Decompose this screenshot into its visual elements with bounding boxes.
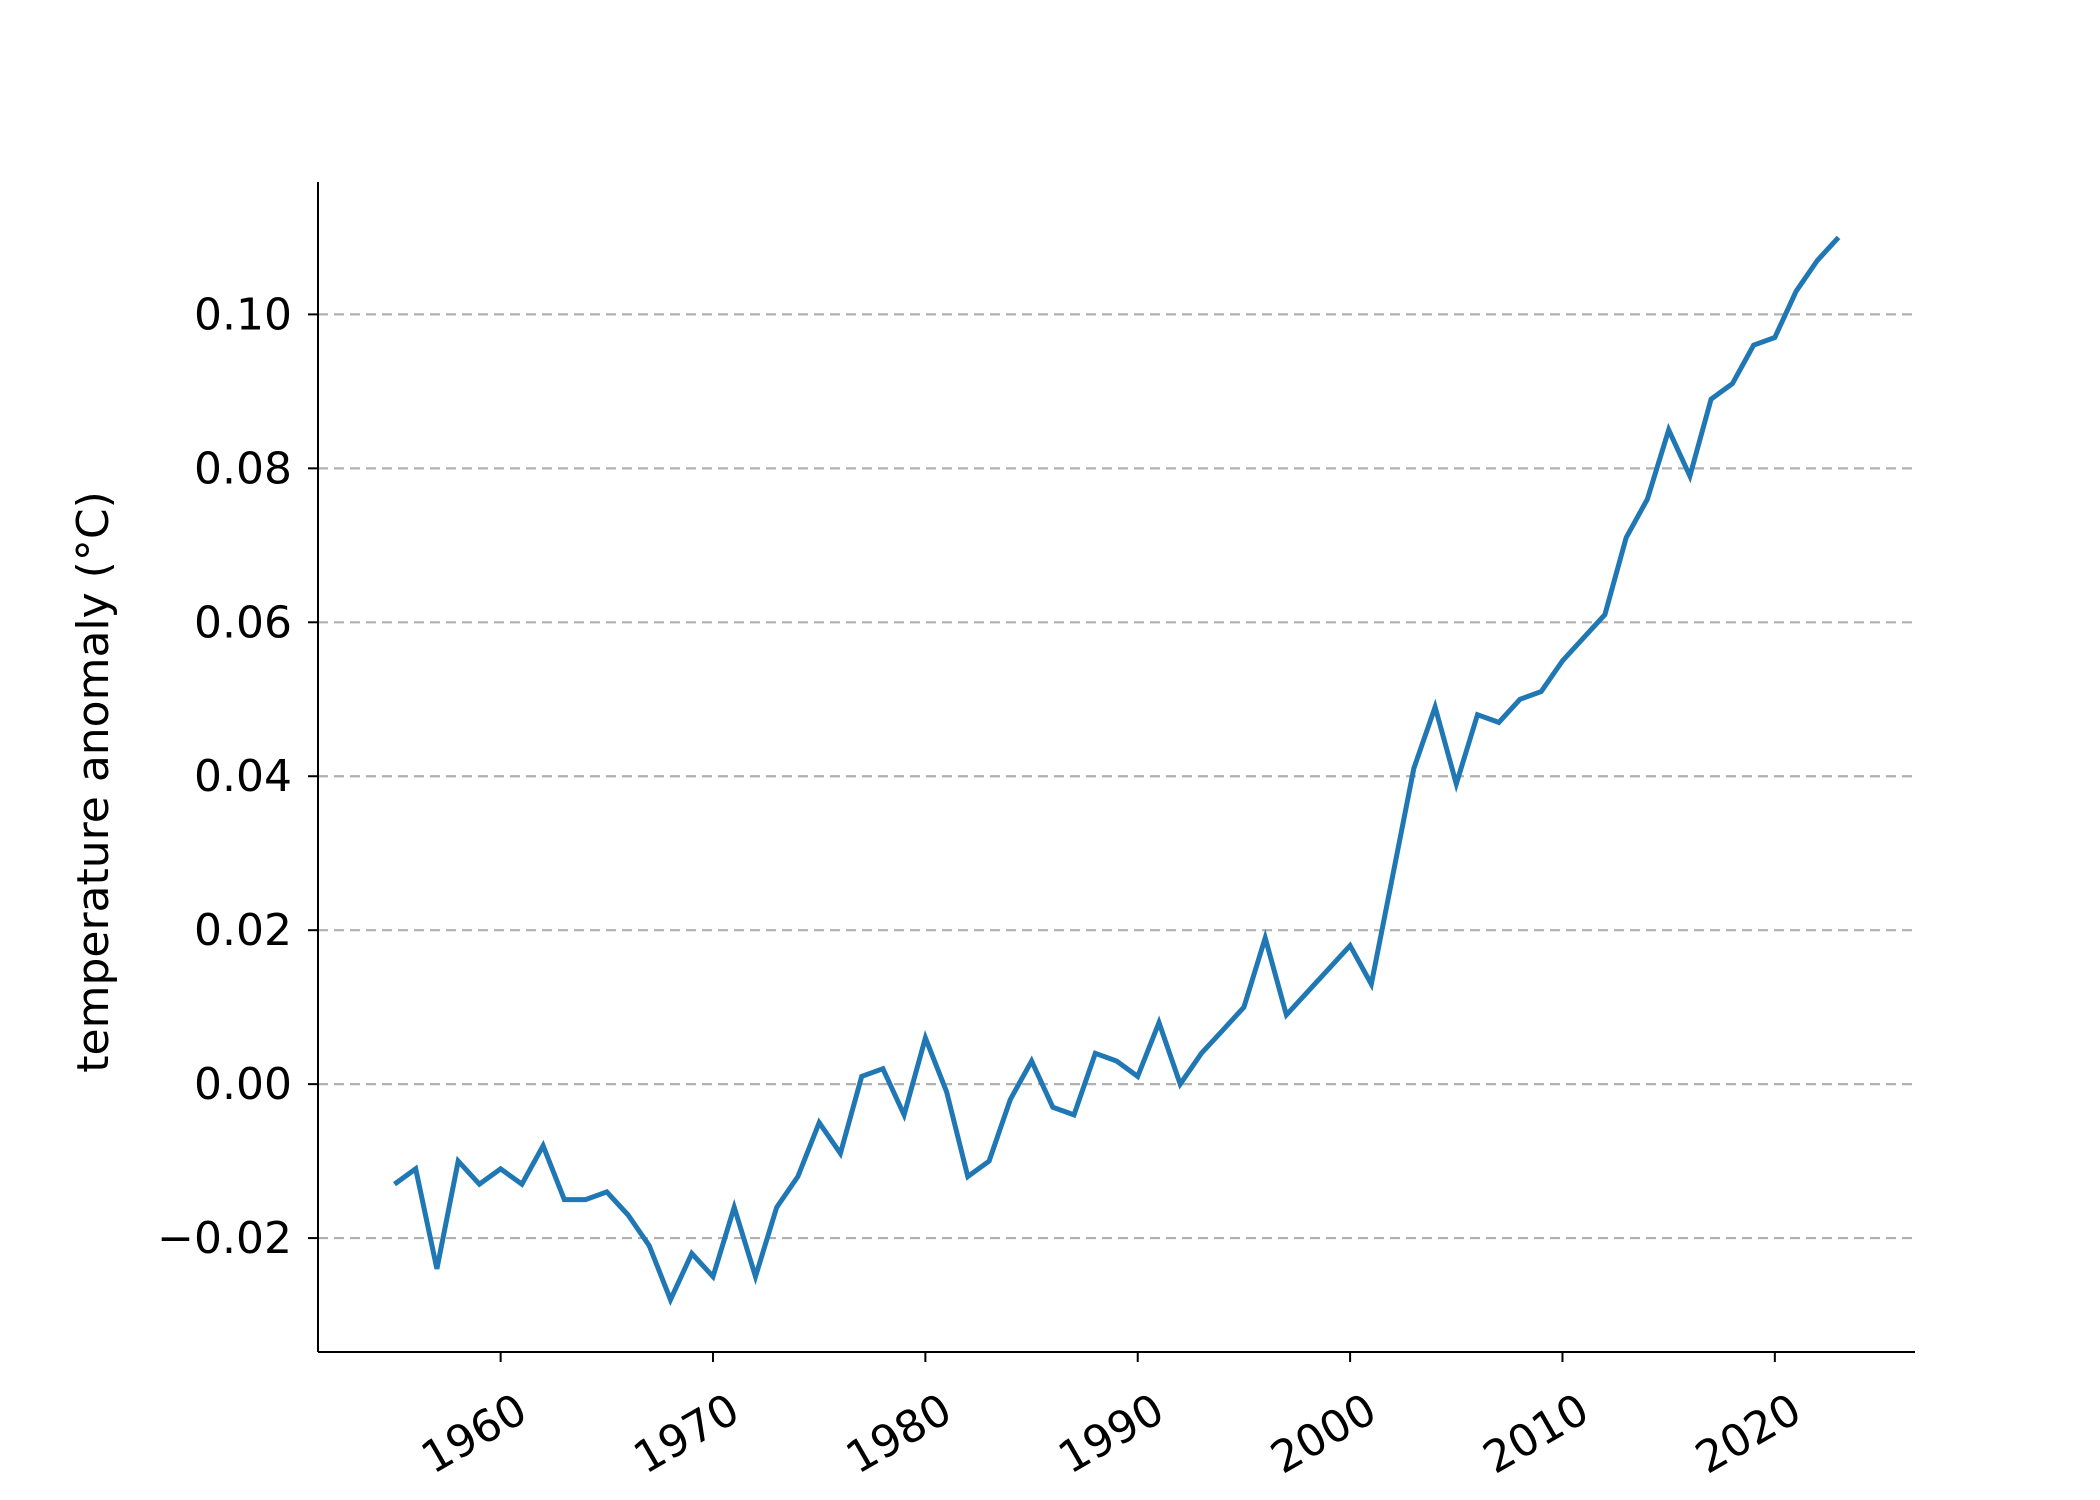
x-tick-label: 1970 — [625, 1384, 747, 1484]
y-tick-label: 0.00 — [194, 1059, 292, 1110]
y-tick-label: 0.04 — [194, 751, 292, 802]
x-tick-label: 1980 — [838, 1384, 960, 1484]
series-line — [393, 235, 1841, 1307]
x-tick-label: 2020 — [1687, 1384, 1809, 1484]
x-ticks: 1960 1970 1980 1990 2000 2010 2020 — [413, 1352, 1810, 1484]
y-tick-label: 0.06 — [194, 597, 292, 648]
x-tick-label: 1990 — [1050, 1384, 1172, 1484]
y-tick-label: 0.10 — [194, 289, 292, 340]
y-axis-title: temperature anomaly (°C) — [68, 491, 119, 1072]
axes — [317, 182, 1915, 1353]
y-tick-label: 0.08 — [194, 443, 292, 494]
x-tick-label: 2000 — [1263, 1384, 1385, 1484]
x-tick-label: 2010 — [1475, 1384, 1597, 1484]
grid-lines — [318, 313, 1915, 1240]
x-tick-label: 1960 — [413, 1384, 535, 1484]
y-ticks: −0.02 0.00 0.02 0.04 0.06 0.08 0.10 — [157, 289, 318, 1264]
series — [393, 235, 1841, 1307]
y-tick-label: 0.02 — [194, 905, 292, 956]
y-tick-label: −0.02 — [157, 1213, 292, 1264]
